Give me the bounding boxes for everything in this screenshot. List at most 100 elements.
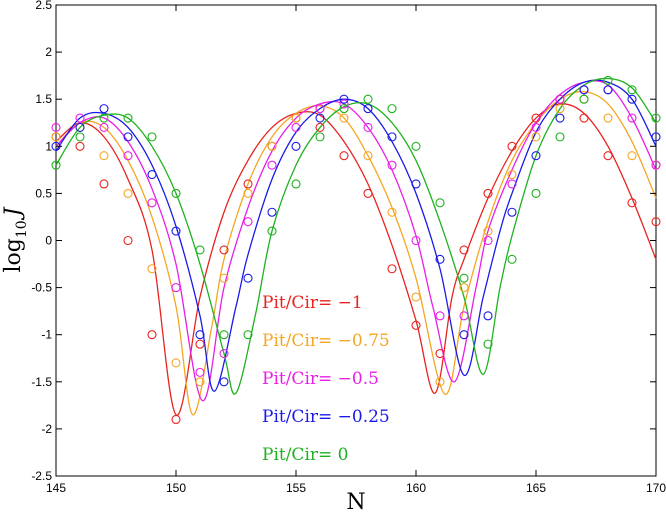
series-point-3 (507, 207, 517, 217)
series-point-4 (435, 198, 445, 208)
series-point-2 (339, 99, 349, 109)
series-point-2 (291, 122, 301, 133)
series-point-4 (459, 273, 469, 283)
series-point-1 (171, 358, 181, 368)
legend-entry-0: Pit/Cir= −1 (262, 293, 363, 313)
series-point-4 (531, 188, 541, 198)
series-point-2 (435, 311, 445, 321)
series-point-4 (651, 113, 661, 123)
series-point-4 (99, 113, 109, 123)
series-point-0 (363, 188, 373, 198)
series-point-1 (195, 377, 205, 387)
series-point-1 (459, 283, 469, 293)
series-point-1 (411, 292, 421, 302)
series-point-2 (363, 122, 373, 133)
series-point-4 (483, 339, 493, 349)
series-point-0 (315, 122, 325, 133)
series-point-3 (411, 179, 421, 189)
series-point-1 (291, 113, 301, 123)
series-point-3 (651, 132, 661, 142)
series-point-4 (387, 104, 397, 114)
legend-entry-2: Pit/Cir= −0.5 (262, 369, 379, 389)
series-point-0 (123, 235, 133, 246)
series-point-1 (339, 113, 349, 123)
series-point-1 (219, 273, 229, 283)
curves-layer (55, 77, 657, 416)
x-tick-label: 155 (286, 481, 306, 495)
series-line-2 (55, 80, 657, 402)
series-point-4 (579, 94, 589, 104)
series-point-3 (99, 104, 109, 114)
series-line-1 (55, 90, 657, 416)
series-point-3 (531, 151, 541, 161)
plot-area (55, 4, 657, 477)
series-point-1 (99, 151, 109, 161)
series-point-0 (195, 339, 205, 349)
y-tick-label: 2 (45, 45, 52, 59)
series-point-2 (531, 122, 541, 133)
series-point-0 (507, 141, 517, 151)
series-point-4 (555, 132, 565, 142)
series-point-2 (51, 122, 61, 133)
series-point-0 (483, 188, 493, 198)
series-point-0 (411, 320, 421, 330)
x-tick-label: 170 (646, 481, 666, 495)
series-point-4 (363, 94, 373, 104)
series-point-3 (435, 254, 445, 264)
series-point-2 (483, 235, 493, 246)
y-tick-label: 0.5 (35, 186, 52, 200)
series-point-2 (243, 217, 253, 227)
x-tick-label: 160 (406, 481, 426, 495)
series-point-2 (459, 311, 469, 321)
series-point-0 (579, 113, 589, 123)
y-tick-label: -2 (41, 422, 52, 436)
series-point-1 (627, 151, 637, 161)
series-point-0 (459, 245, 469, 255)
series-point-3 (627, 94, 637, 104)
series-point-3 (483, 311, 493, 321)
series-point-0 (627, 198, 637, 208)
series-point-2 (315, 104, 325, 114)
series-point-3 (459, 330, 469, 340)
series-point-4 (627, 85, 637, 95)
series-point-4 (339, 104, 349, 114)
series-point-1 (483, 226, 493, 236)
series-point-2 (99, 122, 109, 133)
y-tick-label: -0.5 (31, 281, 52, 295)
series-point-3 (171, 226, 181, 236)
y-tick-label: -1 (41, 328, 52, 342)
series-point-0 (75, 141, 85, 151)
y-tick-label: 0 (45, 234, 52, 248)
series-point-2 (171, 283, 181, 293)
series-point-0 (219, 245, 229, 255)
series-point-2 (147, 198, 157, 208)
series-point-0 (531, 113, 541, 123)
y-tick-label: -1.5 (31, 375, 52, 389)
y-tick-label: 2.5 (35, 0, 52, 12)
series-point-1 (267, 141, 277, 151)
series-point-4 (507, 254, 517, 264)
series-point-3 (555, 113, 565, 123)
legend-entry-1: Pit/Cir= −0.75 (262, 331, 390, 351)
y-tick-label: 1.5 (35, 92, 52, 106)
series-point-2 (123, 151, 133, 161)
series-point-3 (219, 377, 229, 387)
series-point-2 (387, 160, 397, 170)
series-line-4 (55, 77, 657, 395)
series-point-2 (555, 94, 565, 104)
series-point-0 (243, 179, 253, 189)
series-point-1 (147, 264, 157, 274)
series-point-1 (51, 132, 61, 142)
series-point-0 (387, 264, 397, 274)
series-point-4 (291, 179, 301, 189)
y-tick-label: 1 (45, 139, 52, 153)
series-point-3 (603, 85, 613, 95)
y-tick-label: -2.5 (31, 469, 52, 483)
series-point-4 (219, 330, 229, 340)
series-point-1 (507, 170, 517, 180)
y-axis-title-variable: J (1, 206, 26, 220)
series-line-3 (55, 79, 657, 392)
x-tick-label: 165 (526, 481, 546, 495)
series-point-4 (51, 160, 61, 170)
